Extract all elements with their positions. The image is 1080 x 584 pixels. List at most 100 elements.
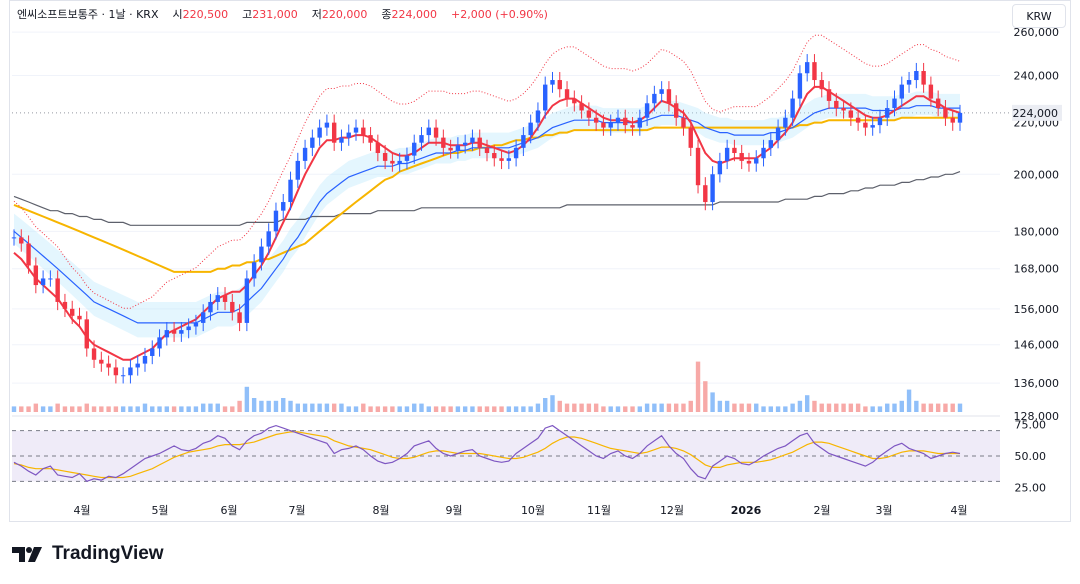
candle-body	[870, 125, 875, 128]
volume-bar	[375, 406, 381, 412]
candle-body	[484, 147, 490, 154]
candle-body	[492, 153, 497, 159]
volume-bar	[77, 406, 82, 412]
tradingview-logo-icon	[12, 547, 42, 562]
volume-bar	[382, 406, 388, 412]
candle-body	[717, 160, 723, 175]
volume-bar	[135, 406, 140, 412]
volume-bar	[310, 403, 315, 412]
tradingview-logo[interactable]: TradingView	[12, 543, 164, 565]
volume-bar	[593, 403, 599, 412]
volume-bar	[201, 403, 206, 412]
volume-bar	[339, 403, 344, 412]
volume-bar	[688, 400, 693, 412]
volume-bar	[419, 403, 424, 412]
candle-body	[208, 301, 213, 313]
volume-bar	[877, 406, 883, 412]
close-value: 224,000	[391, 8, 438, 21]
candle-body	[288, 179, 293, 203]
candle-body	[40, 278, 46, 286]
volume-bar	[914, 400, 919, 412]
candle-body	[703, 185, 708, 203]
volume-bar	[492, 406, 497, 412]
candle-body	[186, 326, 191, 331]
volume-bar	[797, 400, 803, 412]
candle-body	[470, 137, 475, 143]
volume-bar	[484, 406, 490, 412]
volume-bar	[91, 406, 97, 412]
volume-bar	[724, 400, 730, 412]
candle-body	[215, 295, 220, 302]
rsi-line	[13, 424, 961, 482]
volume-bar	[171, 406, 177, 412]
candle-body	[62, 301, 68, 309]
candle-body	[754, 158, 759, 164]
x-tick-label: 10월	[521, 504, 545, 517]
volume-bar	[921, 403, 926, 412]
candle-body	[361, 127, 366, 136]
candle-body	[877, 117, 883, 126]
volume-bar	[892, 403, 897, 412]
volume-bar	[266, 400, 271, 412]
volume-bar	[834, 403, 839, 412]
candle-body	[273, 210, 279, 232]
x-tick-label: 9월	[445, 504, 462, 517]
candle-body	[397, 160, 402, 164]
candle-body	[150, 348, 155, 356]
candle-body	[222, 295, 228, 302]
volume-bar	[404, 406, 410, 412]
high-value: 231,000	[252, 8, 298, 21]
volume-bar	[957, 403, 963, 412]
candle-body	[826, 89, 832, 101]
volume-bar	[928, 403, 934, 412]
volume-bar	[550, 395, 555, 412]
rsi-tick-label: 25.00	[1015, 482, 1047, 495]
volume-bar	[564, 403, 570, 412]
candle-body	[732, 147, 737, 154]
volume-bar	[40, 406, 46, 412]
volume-bar	[746, 403, 752, 412]
volume-bar	[324, 403, 330, 412]
candle-body	[55, 278, 60, 302]
candle-body	[899, 84, 904, 99]
volume-bar	[317, 403, 322, 412]
volume-bar	[412, 403, 417, 412]
price-tick-label: 168,000	[1014, 263, 1060, 276]
volume-bar	[273, 400, 279, 412]
rsi-tick-label: 75.00	[1015, 418, 1047, 431]
volume-bar	[455, 406, 461, 412]
candle-body	[390, 160, 395, 164]
candle-body	[128, 367, 133, 376]
x-tick-label: 4월	[950, 504, 967, 517]
candle-body	[586, 110, 592, 118]
candle-body	[804, 62, 810, 74]
candle-body	[935, 98, 941, 109]
currency-selector[interactable]: KRW	[1012, 4, 1066, 28]
candle-body	[353, 127, 359, 133]
candle-body	[251, 262, 257, 279]
candle-body	[302, 147, 308, 161]
candle-body	[244, 278, 250, 323]
candle-body	[317, 127, 322, 138]
ma-200-line	[13, 171, 961, 226]
volume-bar	[804, 395, 810, 412]
candle-body	[957, 112, 963, 123]
volume-bar	[506, 406, 512, 412]
volume-bar	[935, 403, 941, 412]
volume-bar	[84, 403, 89, 412]
candle-body	[91, 348, 97, 360]
candle-body	[404, 155, 410, 161]
candle-body	[666, 89, 672, 104]
symbol-name: 엔씨소프트보통주	[17, 8, 98, 21]
candle-body	[419, 135, 424, 143]
volume-bar	[55, 403, 60, 412]
volume-bar	[346, 406, 351, 412]
volume-bar	[855, 403, 861, 412]
volume-bar	[775, 406, 781, 412]
candle-body	[724, 147, 730, 161]
candle-body	[652, 93, 657, 104]
volume-bar	[470, 406, 475, 412]
volume-bar	[615, 406, 621, 412]
volume-bar	[70, 406, 75, 412]
